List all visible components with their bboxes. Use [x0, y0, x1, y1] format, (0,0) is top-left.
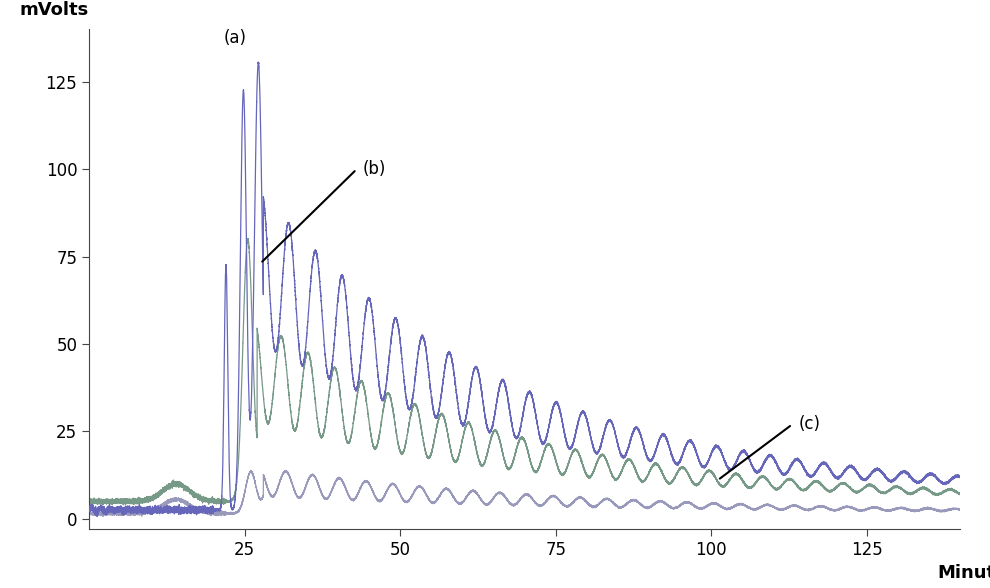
Text: (b): (b) — [363, 160, 386, 178]
Text: mVolts: mVolts — [20, 1, 89, 19]
X-axis label: Minutes: Minutes — [938, 564, 990, 582]
Text: (a): (a) — [224, 29, 247, 48]
Text: (c): (c) — [799, 415, 821, 433]
